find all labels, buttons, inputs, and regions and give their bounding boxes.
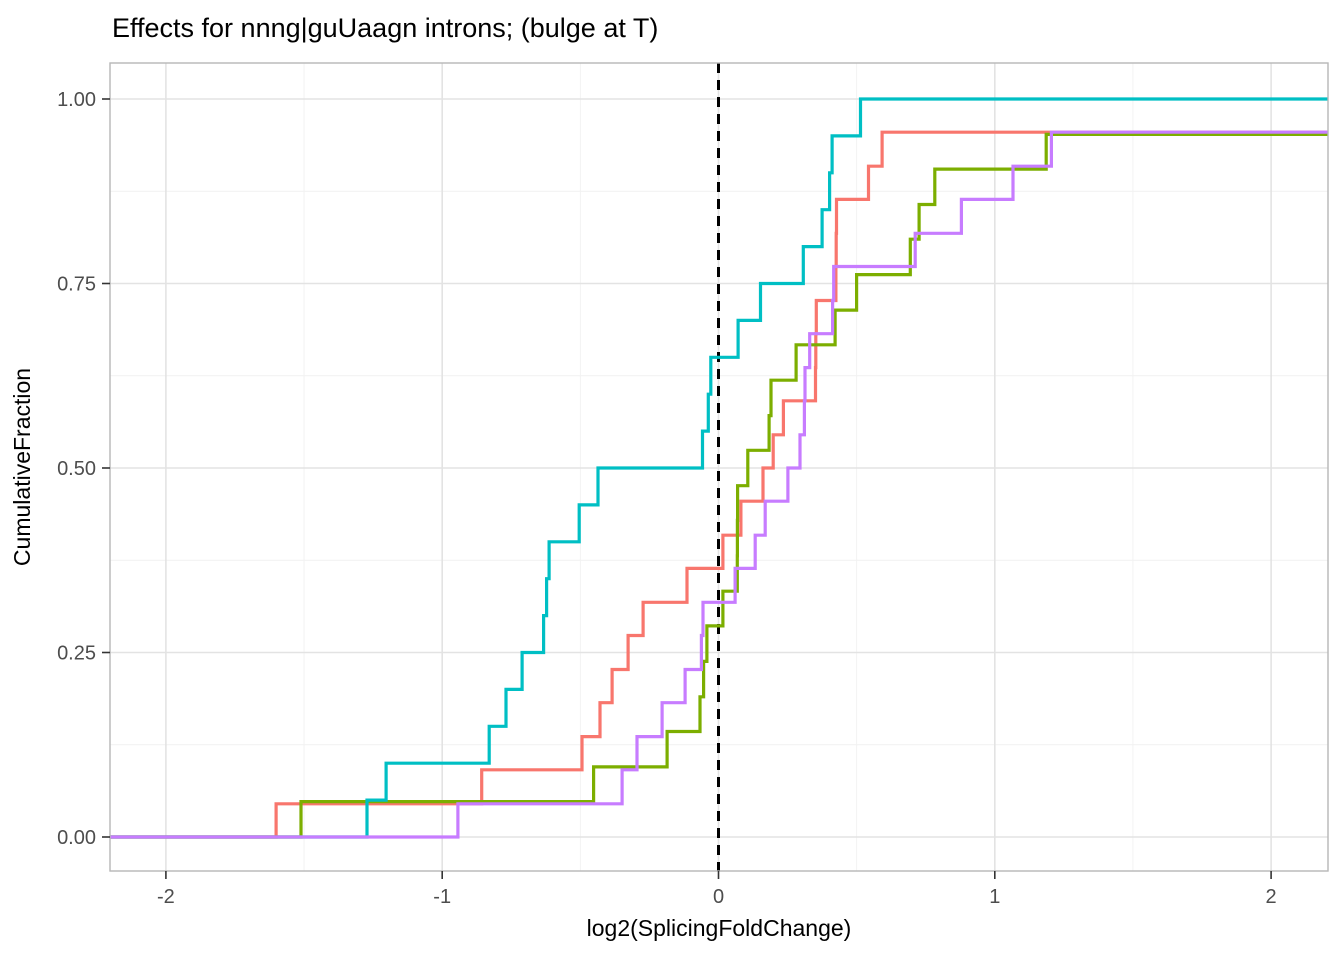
x-axis-title: log2(SplicingFoldChange) <box>587 915 852 941</box>
y-tick-label: 0.50 <box>57 458 96 480</box>
plot-title: Effects for nnng|guUaagn introns; (bulge… <box>112 13 658 43</box>
x-tick-label: 2 <box>1266 886 1277 908</box>
x-tick-label: -2 <box>157 886 175 908</box>
x-tick-label: 0 <box>713 886 724 908</box>
axis-ticks <box>102 98 1272 879</box>
y-tick-label: 0.75 <box>57 274 96 296</box>
x-tick-label: 1 <box>989 886 1000 908</box>
x-tick-label: -1 <box>433 886 451 908</box>
y-tick-label: 0.25 <box>57 643 96 665</box>
y-axis-title: CumulativeFraction <box>9 368 35 566</box>
ecdf-line-teal <box>110 97 1328 839</box>
grid-major <box>110 63 1328 871</box>
y-tick-label: 1.00 <box>57 89 96 111</box>
ecdf-line-olive <box>110 132 1328 839</box>
y-tick-label: 0.00 <box>57 827 96 849</box>
ecdf-line-purple <box>110 130 1328 839</box>
ecdf-line-salmon <box>110 130 1328 839</box>
